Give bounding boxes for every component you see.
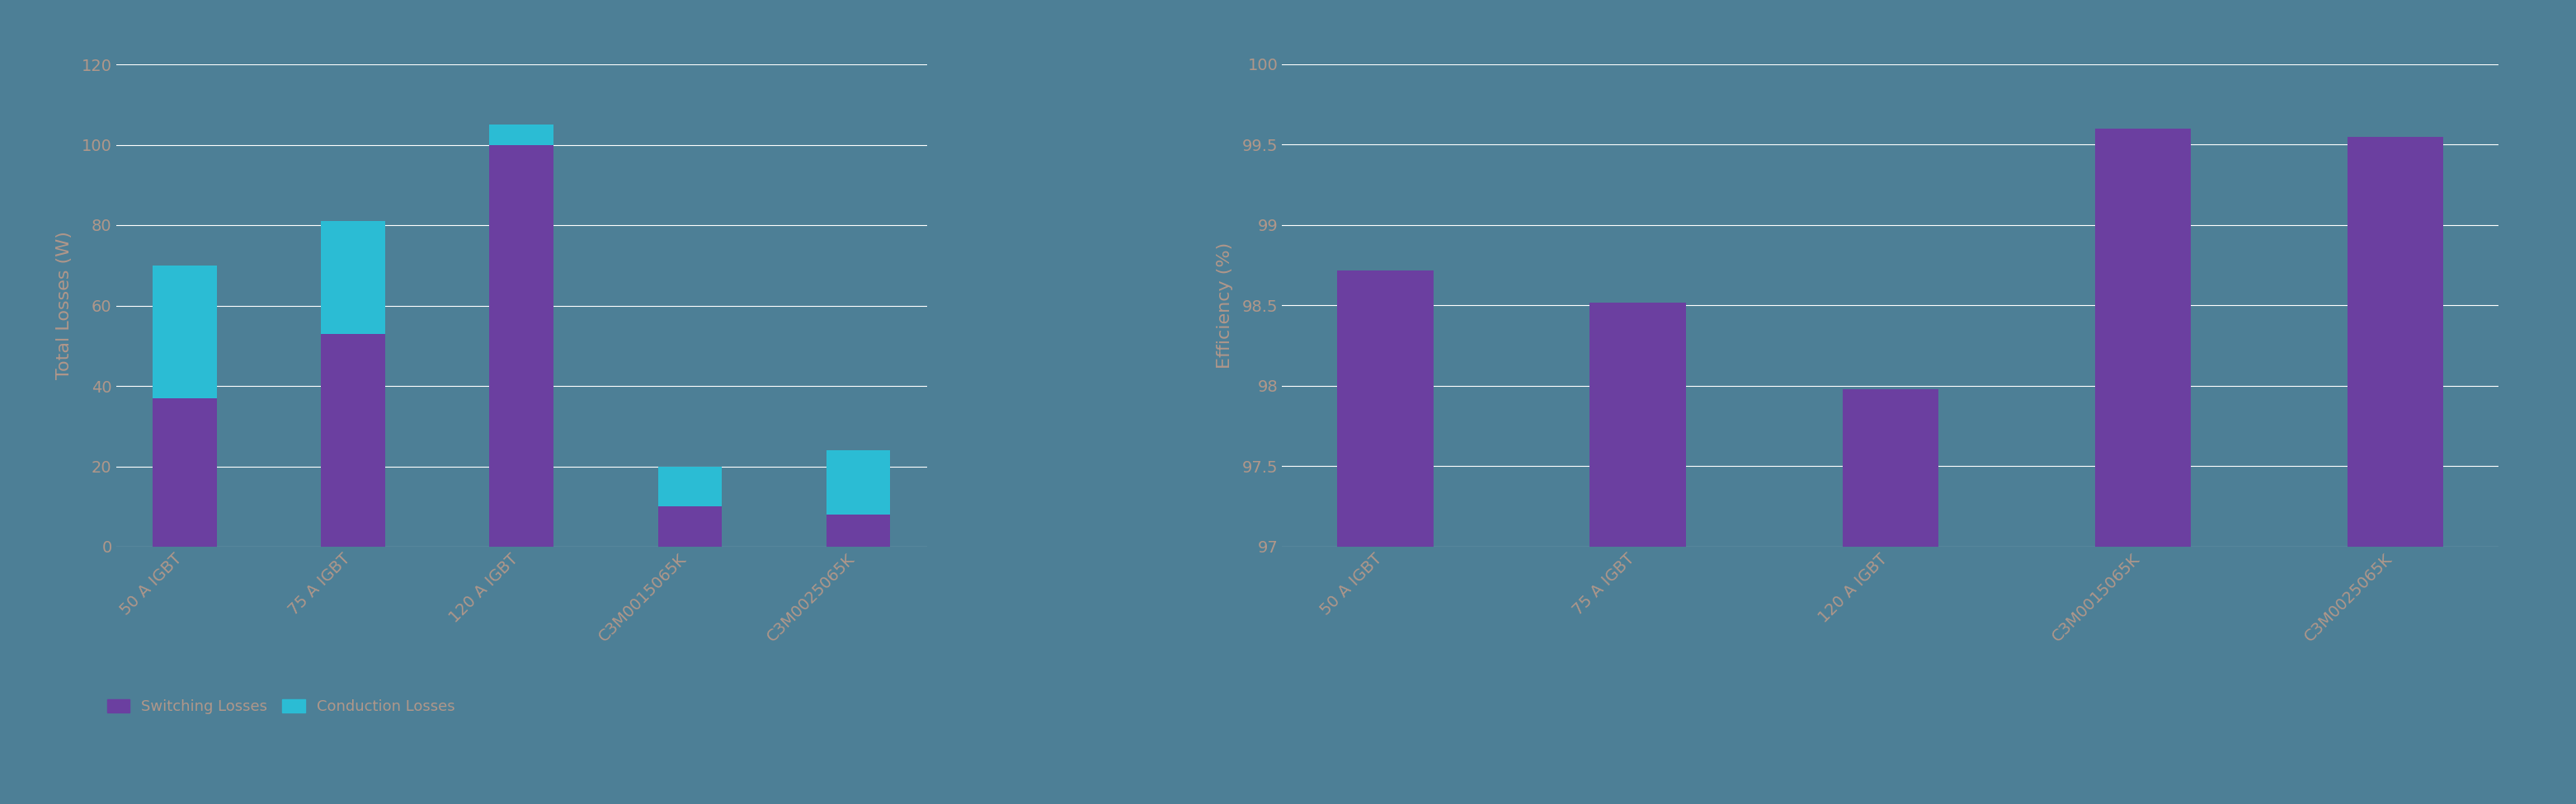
Bar [2347, 137, 2445, 547]
Bar [2094, 129, 2190, 547]
Bar [152, 398, 216, 547]
Bar [657, 507, 721, 547]
Legend: Switching Losses, Conduction Losses: Switching Losses, Conduction Losses [108, 699, 456, 714]
Bar [489, 145, 554, 547]
Bar [827, 450, 891, 515]
Bar [322, 221, 386, 334]
Bar [152, 265, 216, 398]
Bar [1842, 389, 1937, 547]
Y-axis label: Efficiency (%): Efficiency (%) [1216, 242, 1234, 369]
Bar [827, 515, 891, 547]
Bar [1589, 302, 1685, 547]
Bar [489, 125, 554, 145]
Y-axis label: Total Losses (W): Total Losses (W) [57, 232, 72, 379]
Bar [1337, 270, 1432, 547]
Bar [322, 334, 386, 547]
Bar [657, 466, 721, 507]
